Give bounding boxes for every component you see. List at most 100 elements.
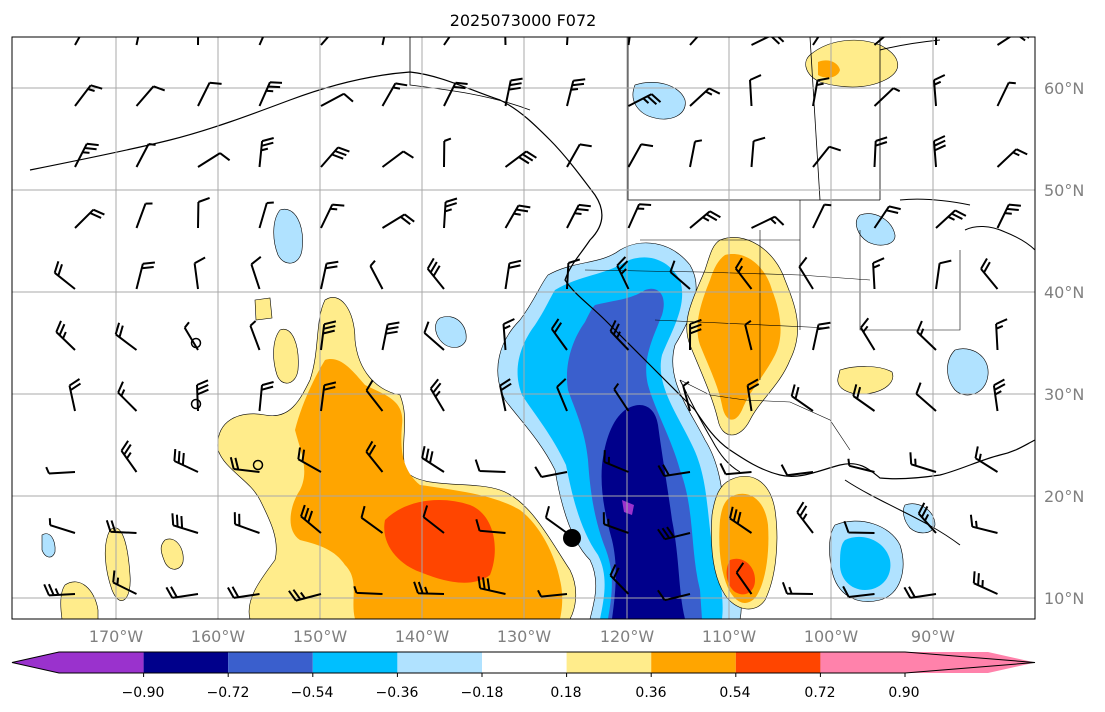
wind-barb xyxy=(365,379,384,412)
wind-barb xyxy=(917,502,937,534)
wind-barb xyxy=(229,457,260,473)
wind-barb xyxy=(628,93,662,107)
wind-barb xyxy=(790,384,814,412)
wind-barb xyxy=(616,256,630,290)
wind-barb xyxy=(114,322,138,351)
colorbar-swatch xyxy=(12,652,144,673)
wind-barb xyxy=(903,586,937,599)
wind-barb xyxy=(657,589,691,602)
wind-barb xyxy=(847,458,875,473)
colorbar-swatch xyxy=(735,652,821,673)
wind-barb xyxy=(365,440,384,473)
wind-barb xyxy=(443,81,468,107)
wind-barb xyxy=(689,37,699,46)
colorbar-tick-label: −0.18 xyxy=(461,685,504,701)
wind-barb xyxy=(381,213,415,229)
wind-barb xyxy=(421,445,445,473)
wind-barb xyxy=(320,381,337,412)
calm-circle xyxy=(252,459,264,471)
wind-barb xyxy=(165,586,199,599)
wind-barb xyxy=(734,257,753,290)
wind-barb xyxy=(502,318,515,351)
wind-barb xyxy=(320,37,330,46)
wind-barb xyxy=(423,321,445,351)
colorbar-ticks xyxy=(143,673,906,677)
lat-label: 10°N xyxy=(1044,589,1084,608)
wind-barb xyxy=(537,589,568,598)
latitude-labels: 60°N 50°N 40°N 30°N 20°N 10°N xyxy=(1044,79,1084,608)
wind-barb xyxy=(689,139,703,168)
wind-barb xyxy=(534,466,568,478)
lat-label: 40°N xyxy=(1044,283,1084,302)
wind-barb xyxy=(74,37,81,46)
wind-barb xyxy=(443,197,458,229)
colorbar-tick-label: 0.54 xyxy=(719,685,750,701)
map-frame xyxy=(11,36,1036,620)
colorbar-swatch xyxy=(228,652,313,673)
wind-barb xyxy=(992,378,1006,412)
colorbar-swatch xyxy=(143,652,229,673)
wind-barb xyxy=(933,74,946,107)
colorbar-swatch xyxy=(820,652,1035,673)
wind-barb xyxy=(915,382,937,412)
colorbar-swatch xyxy=(651,652,736,673)
wind-barb xyxy=(719,462,752,476)
colorbar-tick-label: −0.72 xyxy=(207,685,250,701)
wind-barb xyxy=(995,318,1008,351)
wind-barb xyxy=(609,564,630,595)
wind-barb xyxy=(909,452,937,473)
lon-label: 110°W xyxy=(702,627,757,646)
wind-barb xyxy=(613,383,630,412)
wind-barb xyxy=(249,320,261,351)
positive-field-dark-mexico xyxy=(726,558,755,595)
positive-field-dark-west xyxy=(384,500,495,583)
wind-barb xyxy=(504,77,523,107)
wind-barb xyxy=(74,84,103,107)
wind-barb xyxy=(422,505,445,534)
calm-circle xyxy=(190,398,202,410)
wind-barb xyxy=(780,464,814,477)
wind-barb xyxy=(475,519,506,534)
wind-barb xyxy=(609,319,630,351)
wind-barb xyxy=(171,513,199,534)
wind-barb xyxy=(556,378,568,412)
wind-barb xyxy=(413,581,445,595)
wind-barb xyxy=(935,259,952,290)
wind-barb xyxy=(796,501,814,534)
wind-barb xyxy=(443,37,451,46)
colorbar-tick-label: 0.36 xyxy=(635,685,666,701)
wind-barb xyxy=(499,378,512,412)
lon-label: 170°W xyxy=(89,627,144,646)
negative-field-deep xyxy=(601,405,685,619)
wind-barb xyxy=(996,148,1028,168)
wind-barb xyxy=(300,504,322,534)
wind-barb xyxy=(320,146,350,168)
lon-label: 150°W xyxy=(293,627,348,646)
wind-barb xyxy=(689,210,721,229)
wind-barb xyxy=(781,581,814,595)
colorbar-swatch xyxy=(312,652,398,673)
wind-barb xyxy=(689,318,702,351)
lon-label: 120°W xyxy=(600,627,655,646)
wind-barb xyxy=(842,585,875,598)
wind-barb xyxy=(197,152,231,168)
positive-field-canada-core xyxy=(818,60,840,78)
wind-barb xyxy=(105,519,137,534)
colorbar-tick-label: 0.72 xyxy=(804,685,835,701)
wind-barb xyxy=(812,37,820,46)
wind-barb xyxy=(550,318,568,351)
wind-barb xyxy=(566,143,592,168)
negative-field-small-1 xyxy=(435,316,467,348)
wind-barb xyxy=(935,209,967,229)
colorbar-swatch xyxy=(482,652,567,673)
lat-label: 20°N xyxy=(1044,487,1084,506)
wind-barb xyxy=(426,257,445,290)
wind-barb xyxy=(320,92,354,107)
wind-barb xyxy=(566,203,591,229)
longitude-labels: 170°W 160°W 150°W 140°W 130°W 120°W 110°… xyxy=(89,627,955,646)
negative-field-mid-pacific xyxy=(273,208,303,264)
colorbar-tick-label: −0.54 xyxy=(291,685,334,701)
negative-field-west-edge xyxy=(41,533,56,558)
wind-barb xyxy=(627,37,631,46)
